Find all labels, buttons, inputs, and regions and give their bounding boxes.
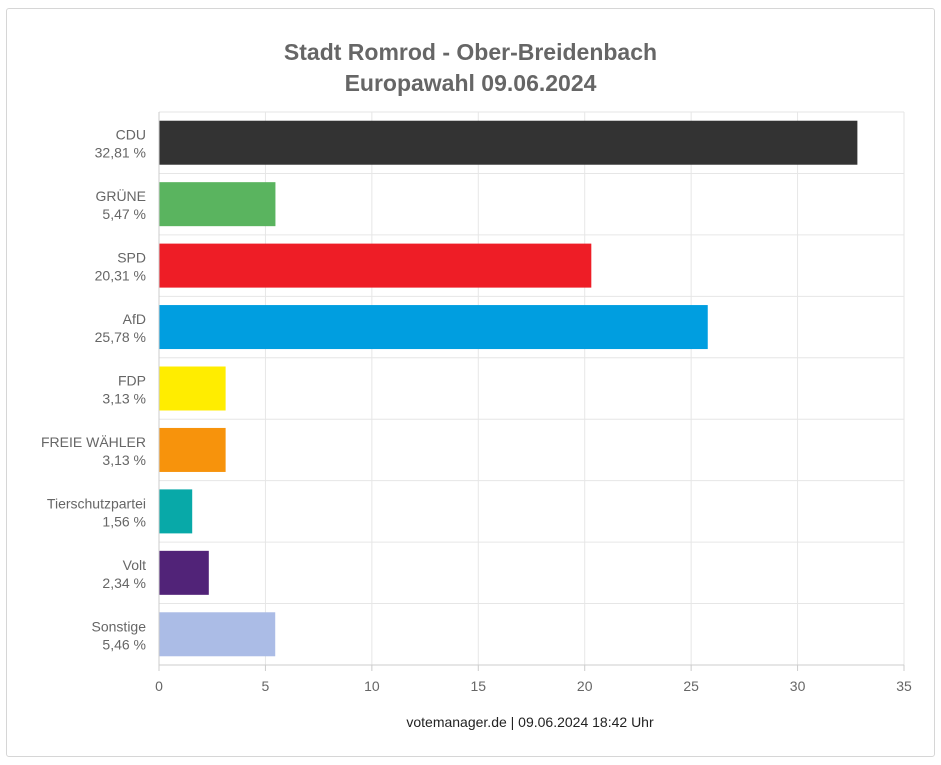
bar-tierschutzpartei[interactable]: [159, 489, 193, 534]
value-label: 2,34 %: [102, 575, 146, 591]
bar-spd[interactable]: [159, 243, 592, 288]
category-label: AfD: [123, 311, 146, 327]
footer-credit: votemanager.de | 09.06.2024 18:42 Uhr: [406, 714, 654, 730]
category-label: FDP: [118, 373, 146, 389]
category-label: CDU: [116, 127, 146, 143]
x-tick-label: 35: [896, 678, 912, 694]
x-tick-label: 30: [790, 678, 806, 694]
bar-sonstige[interactable]: [159, 612, 276, 657]
bar-gr-ne[interactable]: [159, 182, 276, 227]
chart-subtitle: Europawahl 09.06.2024: [344, 70, 597, 96]
bar-afd[interactable]: [159, 305, 708, 350]
value-label: 3,13 %: [102, 391, 146, 407]
value-label: 32,81 %: [95, 145, 146, 161]
x-tick-label: 0: [155, 678, 163, 694]
bar-volt[interactable]: [159, 550, 209, 595]
category-labels: CDU 32,81 % GRÜNE 5,47 % SPD 20,31 % AfD 25,78 …: [41, 127, 146, 653]
x-tick-label: 5: [262, 678, 270, 694]
category-label: Volt: [123, 557, 146, 573]
value-label: 25,78 %: [95, 329, 146, 345]
category-label: Sonstige: [92, 618, 147, 634]
bar-fdp[interactable]: [159, 366, 226, 411]
axes: 0 5 10 15 20 25 30 35: [155, 112, 912, 694]
category-label: GRÜNE: [95, 187, 146, 204]
bar-cdu[interactable]: [159, 120, 858, 165]
category-label: SPD: [117, 250, 146, 266]
category-label: Tierschutzpartei: [47, 495, 146, 511]
value-label: 5,47 %: [102, 206, 146, 222]
value-label: 3,13 %: [102, 452, 146, 468]
category-label: FREIE WÄHLER: [41, 434, 146, 450]
chart-title: Stadt Romrod - Ober-Breidenbach: [283, 39, 658, 65]
x-tick-label: 25: [683, 678, 699, 694]
value-label: 1,56 %: [102, 513, 146, 529]
value-label: 5,46 %: [102, 636, 146, 652]
x-tick-label: 20: [577, 678, 593, 694]
x-tick-label: 15: [470, 678, 486, 694]
x-tick-label: 10: [364, 678, 380, 694]
bar-freie-w-hler[interactable]: [159, 427, 226, 472]
value-label: 20,31 %: [95, 268, 146, 284]
bars: [159, 120, 858, 657]
